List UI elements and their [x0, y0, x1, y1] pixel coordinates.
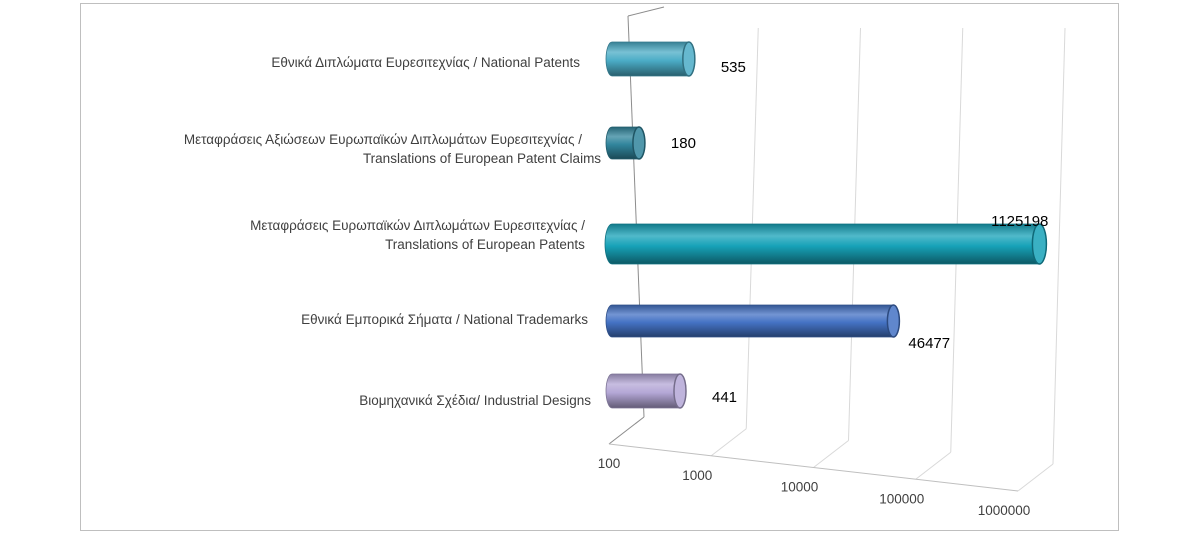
bar-end-cap — [1031, 223, 1048, 265]
bar-end-cap — [886, 304, 901, 338]
floor-gridline — [710, 428, 747, 457]
bar — [605, 373, 687, 409]
category-label: Εθνικά Διπλώματα Ευρεσιτεχνίας / Nationa… — [271, 55, 580, 70]
bar — [604, 223, 1048, 265]
chart-frame — [80, 3, 1119, 531]
floor-front-edge — [608, 443, 1019, 492]
floor-gridline — [1017, 463, 1054, 492]
bar-body — [605, 41, 696, 77]
x-tick-label: 100 — [598, 456, 621, 471]
category-label: Μεταφράσεις Αξιώσεων Ευρωπαϊκών Διπλωμάτ… — [184, 132, 582, 147]
bar — [605, 41, 696, 77]
data-label: 46477 — [908, 335, 950, 352]
bars — [604, 41, 1048, 409]
bar-end-cap — [682, 41, 696, 77]
bar — [605, 126, 646, 160]
x-tick-label: 1000000 — [978, 503, 1031, 518]
wall-gridline — [1052, 27, 1066, 465]
wall-left-edge — [627, 15, 645, 418]
bar-end-cap — [632, 126, 646, 160]
floor-gridline — [915, 451, 952, 480]
bar-body — [605, 304, 900, 338]
x-tick-label: 100000 — [879, 491, 924, 506]
category-label: Βιομηχανικά Σχέδια/ Industrial Designs — [359, 393, 591, 408]
wall-top-edge — [627, 6, 665, 17]
bar-end-cap — [673, 373, 687, 409]
data-label: 1125198 — [991, 213, 1048, 230]
bar-body — [604, 223, 1047, 265]
data-label: 180 — [671, 135, 696, 152]
category-label: Translations of European Patent Claims — [363, 151, 601, 166]
labels: 100 1000 10000 100000 1000000 535 Εθνικά Διπλώ… — [184, 55, 1049, 518]
floor-left-edge — [608, 416, 645, 445]
data-label: 441 — [712, 389, 737, 406]
category-label: Εθνικά Εμπορικά Σήματα / National Tradem… — [301, 312, 588, 327]
category-label: Translations of European Patents — [385, 237, 585, 252]
x-tick-label: 10000 — [781, 480, 819, 495]
bar — [605, 304, 901, 338]
data-label: 535 — [721, 59, 746, 76]
floor-gridline — [813, 440, 849, 468]
x-tick-label: 1000 — [682, 468, 712, 483]
category-label: Μεταφράσεις Ευρωπαϊκών Διπλωμάτων Ευρεσι… — [250, 218, 585, 233]
